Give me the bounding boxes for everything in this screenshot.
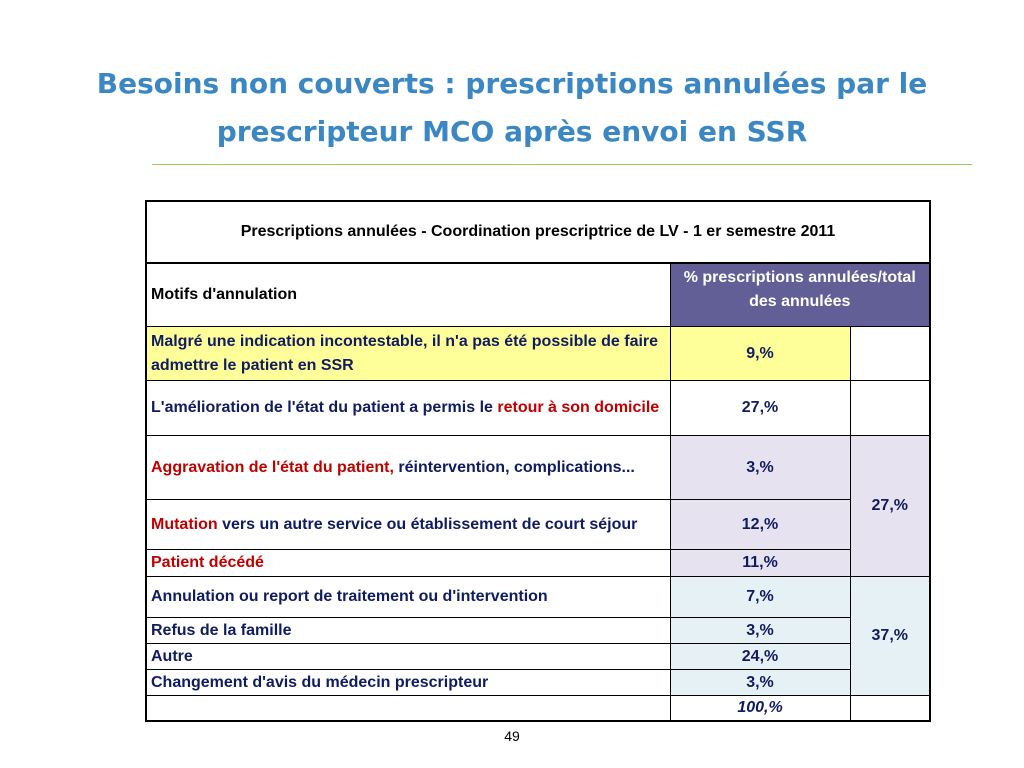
reason-cell: Malgré une indication incontestable, il …: [145, 326, 671, 381]
percentage-cell: 24,%: [669, 643, 851, 670]
group-total-2: 37,%: [849, 576, 931, 696]
total-label-cell: [145, 695, 671, 722]
percentage-cell: 3,%: [669, 435, 851, 500]
reason-text: L'amélioration de l'état du patient a pe…: [151, 399, 498, 416]
group-cell: [849, 326, 931, 381]
table-header-row: Motifs d'annulation % prescriptions annu…: [145, 262, 931, 327]
table-row: Refus de la famille 3,%: [145, 617, 930, 644]
header-reason: Motifs d'annulation: [145, 262, 671, 327]
cancellation-table: Prescriptions annulées - Coordination pr…: [145, 200, 931, 722]
reason-cell: L'amélioration de l'état du patient a pe…: [145, 380, 671, 436]
table-row: Aggravation de l'état du patient, réinte…: [145, 435, 931, 577]
percentage-cell: 9,%: [669, 326, 851, 381]
percentage-cell: 12,%: [669, 499, 851, 550]
reason-cell: Refus de la famille: [145, 617, 671, 644]
total-empty-cell: [849, 695, 931, 722]
table-caption: Prescriptions annulées - Coordination pr…: [145, 200, 931, 264]
group-total-1: 27,%: [849, 435, 931, 577]
slide-title-line-2: prescripteur MCO après envoi en SSR: [216, 115, 808, 148]
reason-cell: Aggravation de l'état du patient, réinte…: [145, 435, 671, 500]
reason-text: réintervention, complications...: [393, 458, 635, 476]
percentage-cell: 11,%: [669, 549, 851, 577]
group-cell: [849, 380, 931, 436]
percentage-cell: 3,%: [669, 669, 851, 696]
reason-cell: Autre: [145, 643, 671, 670]
reason-text: vers un autre service ou établissement d…: [217, 515, 638, 533]
reason-highlight: Patient décédé: [151, 554, 264, 571]
reason-cell: Mutation vers un autre service ou établi…: [145, 499, 671, 550]
table-row: Annulation ou report de traitement ou d'…: [145, 576, 931, 696]
reason-cell: Annulation ou report de traitement ou d'…: [145, 576, 671, 618]
total-row: 100,%: [145, 695, 931, 722]
reason-highlight: Aggravation de l'état du patient,: [151, 458, 394, 476]
reason-cell: Patient décédé: [145, 549, 671, 577]
slide-title-line-1: Besoins non couverts : prescriptions ann…: [96, 67, 928, 100]
table-row: Changement d'avis du médecin prescripteu…: [145, 669, 930, 696]
reason-cell: Changement d'avis du médecin prescripteu…: [145, 669, 671, 696]
table-row: Malgré une indication incontestable, il …: [145, 326, 931, 381]
grand-total: 100,%: [669, 695, 851, 722]
title-divider: [152, 164, 972, 165]
table-row: Patient décédé 11,%: [145, 549, 930, 577]
table-caption-row: Prescriptions annulées - Coordination pr…: [145, 200, 931, 264]
header-percentage: % prescriptions annulées/total des annul…: [669, 262, 931, 327]
table-row: Autre 24,%: [145, 643, 930, 670]
percentage-cell: 27,%: [669, 380, 851, 436]
reason-highlight: Mutation: [151, 515, 218, 533]
table-row: L'amélioration de l'état du patient a pe…: [145, 380, 931, 436]
page-number: 49: [504, 728, 520, 744]
slide-title: Besoins non couverts : prescriptions ann…: [40, 60, 984, 156]
reason-highlight: retour à son domicile: [497, 399, 660, 416]
percentage-cell: 3,%: [669, 617, 851, 644]
table-row: Mutation vers un autre service ou établi…: [145, 499, 930, 550]
percentage-cell: 7,%: [669, 576, 851, 618]
